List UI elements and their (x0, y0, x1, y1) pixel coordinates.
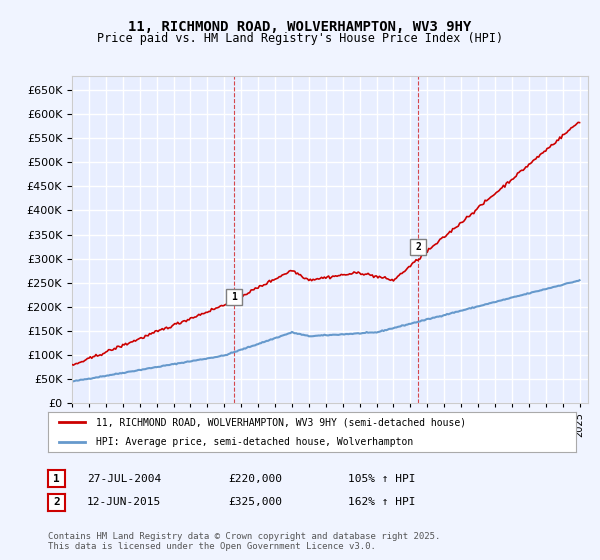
Text: Price paid vs. HM Land Registry's House Price Index (HPI): Price paid vs. HM Land Registry's House … (97, 32, 503, 45)
Text: 12-JUN-2015: 12-JUN-2015 (87, 497, 161, 507)
Text: Contains HM Land Registry data © Crown copyright and database right 2025.
This d: Contains HM Land Registry data © Crown c… (48, 532, 440, 552)
Text: £220,000: £220,000 (228, 474, 282, 484)
Text: 2: 2 (415, 241, 421, 251)
Text: 2: 2 (53, 497, 60, 507)
Text: 27-JUL-2004: 27-JUL-2004 (87, 474, 161, 484)
Text: 11, RICHMOND ROAD, WOLVERHAMPTON, WV3 9HY: 11, RICHMOND ROAD, WOLVERHAMPTON, WV3 9H… (128, 20, 472, 34)
Text: £325,000: £325,000 (228, 497, 282, 507)
Text: 1: 1 (53, 474, 60, 484)
Text: HPI: Average price, semi-detached house, Wolverhampton: HPI: Average price, semi-detached house,… (95, 437, 413, 447)
Text: 162% ↑ HPI: 162% ↑ HPI (348, 497, 415, 507)
Text: 1: 1 (231, 292, 237, 302)
Text: 105% ↑ HPI: 105% ↑ HPI (348, 474, 415, 484)
Text: 11, RICHMOND ROAD, WOLVERHAMPTON, WV3 9HY (semi-detached house): 11, RICHMOND ROAD, WOLVERHAMPTON, WV3 9H… (95, 417, 466, 427)
